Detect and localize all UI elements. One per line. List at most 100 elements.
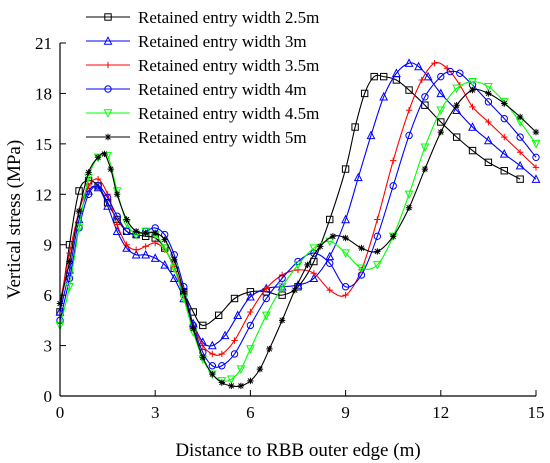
data-point <box>103 36 113 45</box>
data-point <box>94 182 102 190</box>
data-point <box>107 165 114 173</box>
data-point <box>317 243 324 250</box>
data-point <box>113 212 121 220</box>
data-point <box>132 246 140 253</box>
data-point <box>372 261 382 270</box>
data-point <box>190 325 197 332</box>
x-axis-title: Distance to RBB outer edge (m) <box>175 440 420 461</box>
data-point <box>421 101 429 109</box>
data-point <box>501 100 508 107</box>
data-point <box>379 91 389 101</box>
data-point <box>500 114 508 123</box>
data-point <box>160 244 170 253</box>
data-point <box>374 216 381 223</box>
y-tick-label: 9 <box>44 236 53 255</box>
data-point <box>209 370 216 378</box>
legend-item: Retained entry width 3.5m <box>86 56 319 75</box>
data-point <box>104 61 112 69</box>
data-point <box>391 68 401 77</box>
data-point <box>483 135 493 145</box>
data-point <box>104 13 112 21</box>
data-point <box>309 244 319 253</box>
data-point <box>152 229 159 237</box>
data-point <box>326 259 334 267</box>
data-point <box>278 274 286 283</box>
legend: Retained entry width 2.5m Retained entry … <box>86 8 319 147</box>
data-point <box>245 291 255 301</box>
x-tick-label: 0 <box>56 403 65 422</box>
data-point <box>423 71 433 81</box>
data-point <box>418 76 425 84</box>
data-point <box>231 337 238 344</box>
data-point <box>291 286 299 294</box>
data-point <box>485 90 492 97</box>
series-6 <box>56 86 540 390</box>
legend-item: Retained entry width 4.5m <box>86 104 319 123</box>
data-point <box>132 228 140 235</box>
data-point <box>169 273 179 283</box>
data-point <box>245 345 255 354</box>
data-point <box>531 140 541 149</box>
data-point <box>207 340 217 350</box>
data-point <box>171 256 178 264</box>
data-point <box>326 286 333 294</box>
data-point <box>366 130 376 140</box>
series-2 <box>55 58 541 350</box>
y-tick-label: 12 <box>35 185 52 204</box>
data-point <box>150 253 160 262</box>
data-point <box>468 77 477 87</box>
data-point <box>421 93 429 101</box>
data-point <box>247 377 254 385</box>
data-point <box>131 249 141 259</box>
data-point <box>123 216 130 223</box>
data-point <box>103 201 113 210</box>
data-point <box>104 133 112 141</box>
data-point <box>405 204 413 211</box>
data-point <box>469 103 476 111</box>
data-point <box>293 280 303 289</box>
data-point <box>452 84 462 94</box>
data-point <box>516 133 524 141</box>
data-point <box>304 261 311 269</box>
data-point <box>74 224 84 233</box>
data-point <box>230 294 239 303</box>
data-point <box>199 321 207 330</box>
data-point <box>103 109 113 118</box>
data-point <box>452 133 461 141</box>
data-point <box>532 128 540 136</box>
data-point <box>370 72 378 81</box>
data-point <box>373 232 382 241</box>
data-point <box>112 226 122 235</box>
data-point <box>342 234 349 242</box>
data-point <box>389 182 397 190</box>
legend-item: Retained entry width 5m <box>86 128 307 147</box>
data-point <box>262 294 270 303</box>
data-point <box>446 67 455 76</box>
data-point <box>278 317 286 324</box>
data-point <box>220 330 230 340</box>
data-point <box>266 345 273 353</box>
data-point <box>226 375 236 385</box>
data-point <box>236 365 246 374</box>
data-point <box>169 264 179 274</box>
data-point <box>456 69 464 77</box>
legend-item: Retained entry width 3m <box>86 32 307 51</box>
data-point <box>516 113 524 121</box>
x-tick-label: 6 <box>246 403 255 422</box>
data-point <box>326 215 334 224</box>
data-point <box>142 229 149 237</box>
data-point <box>453 101 460 109</box>
data-point <box>531 174 541 183</box>
data-point <box>247 308 254 316</box>
data-point <box>94 154 102 161</box>
data-point <box>357 264 366 274</box>
data-point <box>228 382 235 390</box>
data-point <box>103 193 112 202</box>
data-point <box>437 118 445 126</box>
data-point <box>436 88 446 98</box>
data-point <box>358 244 365 252</box>
legend-item: Retained entry width 2.5m <box>86 8 319 27</box>
data-point <box>360 89 369 98</box>
data-point <box>500 167 508 175</box>
